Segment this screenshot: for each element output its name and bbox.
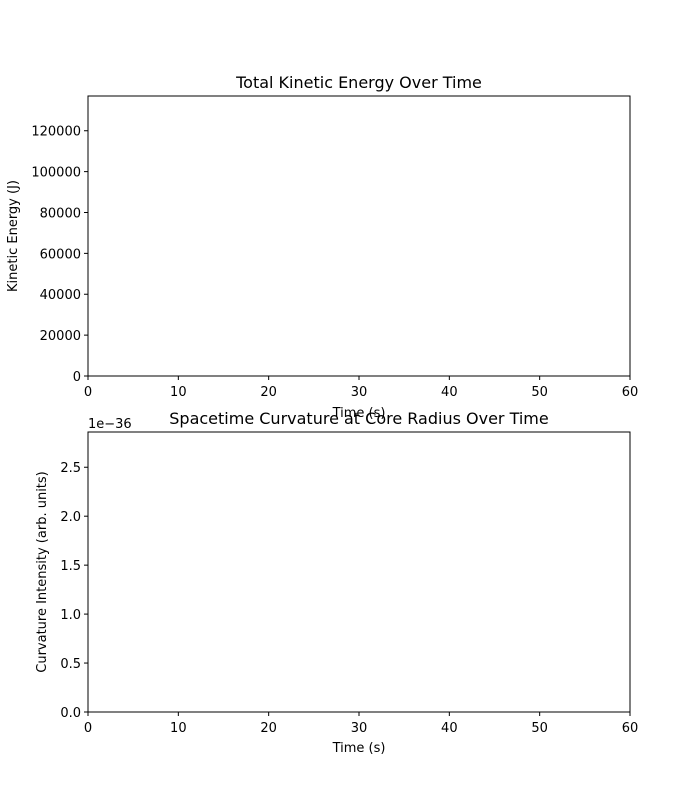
curvature-y-tick-label: 2.0 (60, 510, 81, 525)
kinetic-energy-y-tick-label: 100000 (31, 166, 81, 181)
curvature-x-tick-label: 10 (170, 721, 187, 736)
kinetic-energy-x-tick-label: 50 (531, 385, 548, 400)
curvature-offset-label: 1e−36 (88, 417, 132, 432)
curvature-x-tick-label: 40 (441, 721, 458, 736)
kinetic-energy-y-tick-label: 40000 (40, 288, 81, 303)
curvature-x-tick-label: 50 (531, 721, 548, 736)
curvature-plot-area (87, 431, 631, 713)
kinetic-energy-x-axis-label: Time (s) (332, 406, 386, 421)
curvature-x-tick-label: 30 (351, 721, 368, 736)
curvature-x-ticks: 0 10 20 30 40 50 60 (84, 712, 638, 736)
curvature-x-tick-label: 0 (84, 721, 92, 736)
kinetic-energy-x-ticks: 0 10 20 30 40 50 60 (84, 376, 638, 400)
kinetic-energy-y-tick-label: 0 (73, 370, 81, 385)
curvature-x-axis-label: Time (s) (332, 741, 386, 756)
kinetic-energy-x-tick-label: 20 (260, 385, 277, 400)
curvature-y-tick-label: 1.0 (60, 608, 81, 623)
kinetic-energy-plot: Total Kinetic Energy Over Time 0 10 20 30 40… (6, 73, 638, 421)
kinetic-energy-plot-area (87, 95, 631, 377)
curvature-y-tick-label: 0.0 (60, 706, 81, 721)
curvature-y-tick-label: 0.5 (60, 657, 81, 672)
curvature-y-ticks: 0.0 0.5 1.0 1.5 2.0 2.5 (60, 461, 88, 721)
curvature-y-tick-label: 2.5 (60, 461, 81, 476)
kinetic-energy-y-tick-label: 20000 (40, 329, 81, 344)
kinetic-energy-y-axis-label: Kinetic Energy (J) (6, 180, 21, 292)
curvature-x-tick-label: 60 (622, 721, 639, 736)
kinetic-energy-plot-title: Total Kinetic Energy Over Time (235, 73, 482, 92)
curvature-y-tick-label: 1.5 (60, 559, 81, 574)
kinetic-energy-x-tick-label: 60 (622, 385, 639, 400)
kinetic-energy-y-tick-label: 60000 (40, 247, 81, 262)
kinetic-energy-x-tick-label: 10 (170, 385, 187, 400)
kinetic-energy-x-tick-label: 0 (84, 385, 92, 400)
kinetic-energy-y-tick-label: 120000 (31, 125, 81, 140)
curvature-plot-title: Spacetime Curvature at Core Radius Over … (169, 409, 548, 428)
kinetic-energy-x-tick-label: 30 (351, 385, 368, 400)
kinetic-energy-x-tick-label: 40 (441, 385, 458, 400)
curvature-x-tick-label: 20 (260, 721, 277, 736)
kinetic-energy-y-ticks: 0 20000 40000 60000 80000 100000 120000 (31, 125, 88, 385)
curvature-plot: Spacetime Curvature at Core Radius Over … (35, 409, 638, 756)
kinetic-energy-y-tick-label: 80000 (40, 206, 81, 221)
curvature-y-axis-label: Curvature Intensity (arb. units) (35, 471, 50, 673)
